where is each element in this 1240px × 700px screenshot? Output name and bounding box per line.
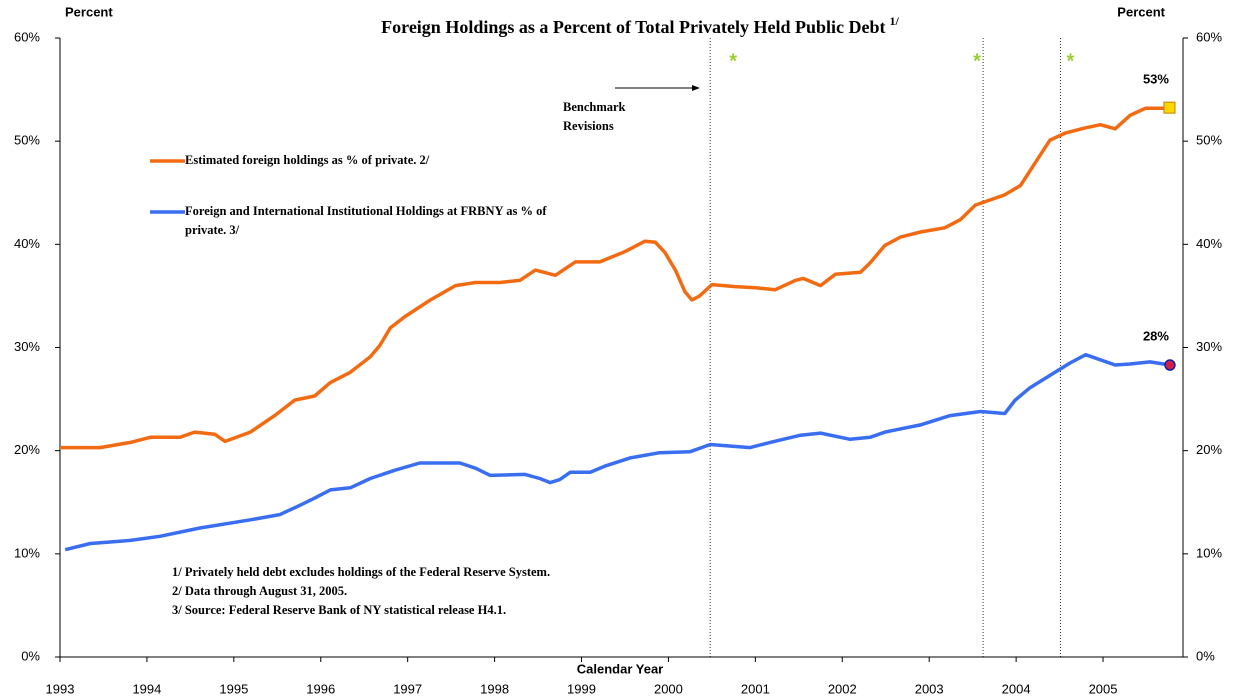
legend-entry: Estimated foreign holdings as % of priva… <box>185 153 430 167</box>
end-label: 53% <box>1143 72 1169 87</box>
y2-tick-label: 40% <box>1196 236 1222 251</box>
footnote-box: 1/ Privately held debt excludes holdings… <box>172 565 551 579</box>
x-axis-label: Calendar Year <box>577 661 663 676</box>
x-tick-label: 2002 <box>828 681 857 696</box>
series-line <box>60 106 1170 450</box>
arrow-head <box>692 85 700 91</box>
y2-tick-label: 30% <box>1196 339 1222 354</box>
y-tick-label: 0% <box>21 648 40 663</box>
y2-tick-label: 60% <box>1196 29 1222 44</box>
y-axis-label-right: Percent <box>1117 4 1165 19</box>
x-tick-label: 2003 <box>915 681 944 696</box>
revision-marker: * <box>973 50 981 72</box>
end-marker <box>1164 359 1176 371</box>
y-axis-label-left: Percent <box>65 4 113 19</box>
y-tick-label: 40% <box>14 236 40 251</box>
footnote-box: 2/ Data through August 31, 2005. <box>172 584 348 598</box>
end-marker <box>1163 101 1176 114</box>
title-footnote: 1/ <box>889 14 899 28</box>
annotation: Benchmark Revisions <box>563 100 626 133</box>
x-tick-label: 1994 <box>132 681 161 696</box>
end-label: 28% <box>1143 328 1169 343</box>
chart-title: Foreign Holdings as a Percent of Total P… <box>381 14 899 37</box>
y2-tick-label: 20% <box>1196 442 1222 457</box>
y-tick-label: 50% <box>14 133 40 148</box>
revision-marker: * <box>729 50 737 72</box>
title-text: Foreign Holdings as a Percent of Total P… <box>381 17 885 37</box>
x-tick-label: 2004 <box>1002 681 1031 696</box>
y-tick-label: 60% <box>14 29 40 44</box>
x-tick-label: 2001 <box>741 681 770 696</box>
y2-tick-label: 50% <box>1196 133 1222 148</box>
x-tick-label: 1993 <box>46 681 75 696</box>
y2-tick-label: 10% <box>1196 545 1222 560</box>
legend-entry-box: Estimated foreign holdings as % of priva… <box>185 153 430 167</box>
annotation-box: Benchmark Revisions <box>563 100 626 133</box>
legend-entry: Foreign and International Institutional … <box>185 204 547 237</box>
x-tick-label: 2005 <box>1089 681 1118 696</box>
x-tick-label: 1997 <box>393 681 422 696</box>
x-tick-label: 1996 <box>306 681 335 696</box>
y-tick-label: 20% <box>14 442 40 457</box>
x-tick-label: 1999 <box>567 681 596 696</box>
x-tick-label: 1998 <box>480 681 509 696</box>
x-tick-label: 1995 <box>219 681 248 696</box>
y2-tick-label: 0% <box>1196 648 1215 663</box>
series-line <box>64 352 1171 552</box>
footnote: 1/ Privately held debt excludes holdings… <box>172 565 551 579</box>
y-tick-label: 10% <box>14 545 40 560</box>
footnote: 2/ Data through August 31, 2005. <box>172 584 348 598</box>
legend-entry-box: Foreign and International Institutional … <box>185 204 547 237</box>
footnote: 3/ Source: Federal Reserve Bank of NY st… <box>172 603 507 617</box>
revision-marker: * <box>1067 50 1075 72</box>
footnote-box: 3/ Source: Federal Reserve Bank of NY st… <box>172 603 507 617</box>
x-tick-label: 2000 <box>654 681 683 696</box>
y-tick-label: 30% <box>14 339 40 354</box>
